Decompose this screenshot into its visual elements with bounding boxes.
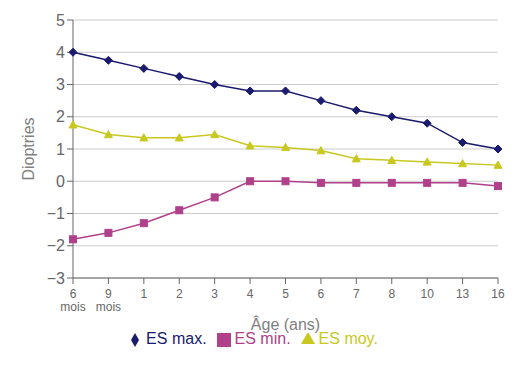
svg-text:2: 2: [176, 287, 183, 301]
svg-text:7: 7: [353, 287, 360, 301]
svg-text:0: 0: [56, 173, 65, 190]
html-text:ES max.: ES max.: [146, 330, 207, 347]
svg-text:−3: −3: [47, 270, 65, 287]
svg-text:5: 5: [56, 12, 65, 29]
svg-text:−1: −1: [47, 205, 65, 222]
html-text:ES min.: ES min.: [234, 330, 291, 347]
svg-text:13: 13: [456, 287, 470, 301]
svg-text:−2: −2: [47, 237, 65, 254]
svg-text:4: 4: [247, 287, 254, 301]
svg-text:Dioptries: Dioptries: [20, 117, 37, 180]
svg-text:6: 6: [318, 287, 325, 301]
svg-text:1: 1: [56, 141, 65, 158]
svg-text:Âge (ans): Âge (ans): [251, 315, 320, 333]
svg-text:9mois: 9mois: [96, 287, 121, 314]
svg-text:3: 3: [211, 287, 218, 301]
svg-text:10: 10: [420, 287, 434, 301]
svg-text:16: 16: [491, 287, 505, 301]
svg-text:5: 5: [282, 287, 289, 301]
svg-text:6mois: 6mois: [60, 287, 85, 314]
svg-text:3: 3: [56, 76, 65, 93]
svg-text:2: 2: [56, 108, 65, 125]
svg-text:8: 8: [388, 287, 395, 301]
svg-text:1: 1: [140, 287, 147, 301]
html-text:ES moy.: ES moy.: [318, 330, 378, 347]
svg-text:4: 4: [56, 44, 65, 61]
